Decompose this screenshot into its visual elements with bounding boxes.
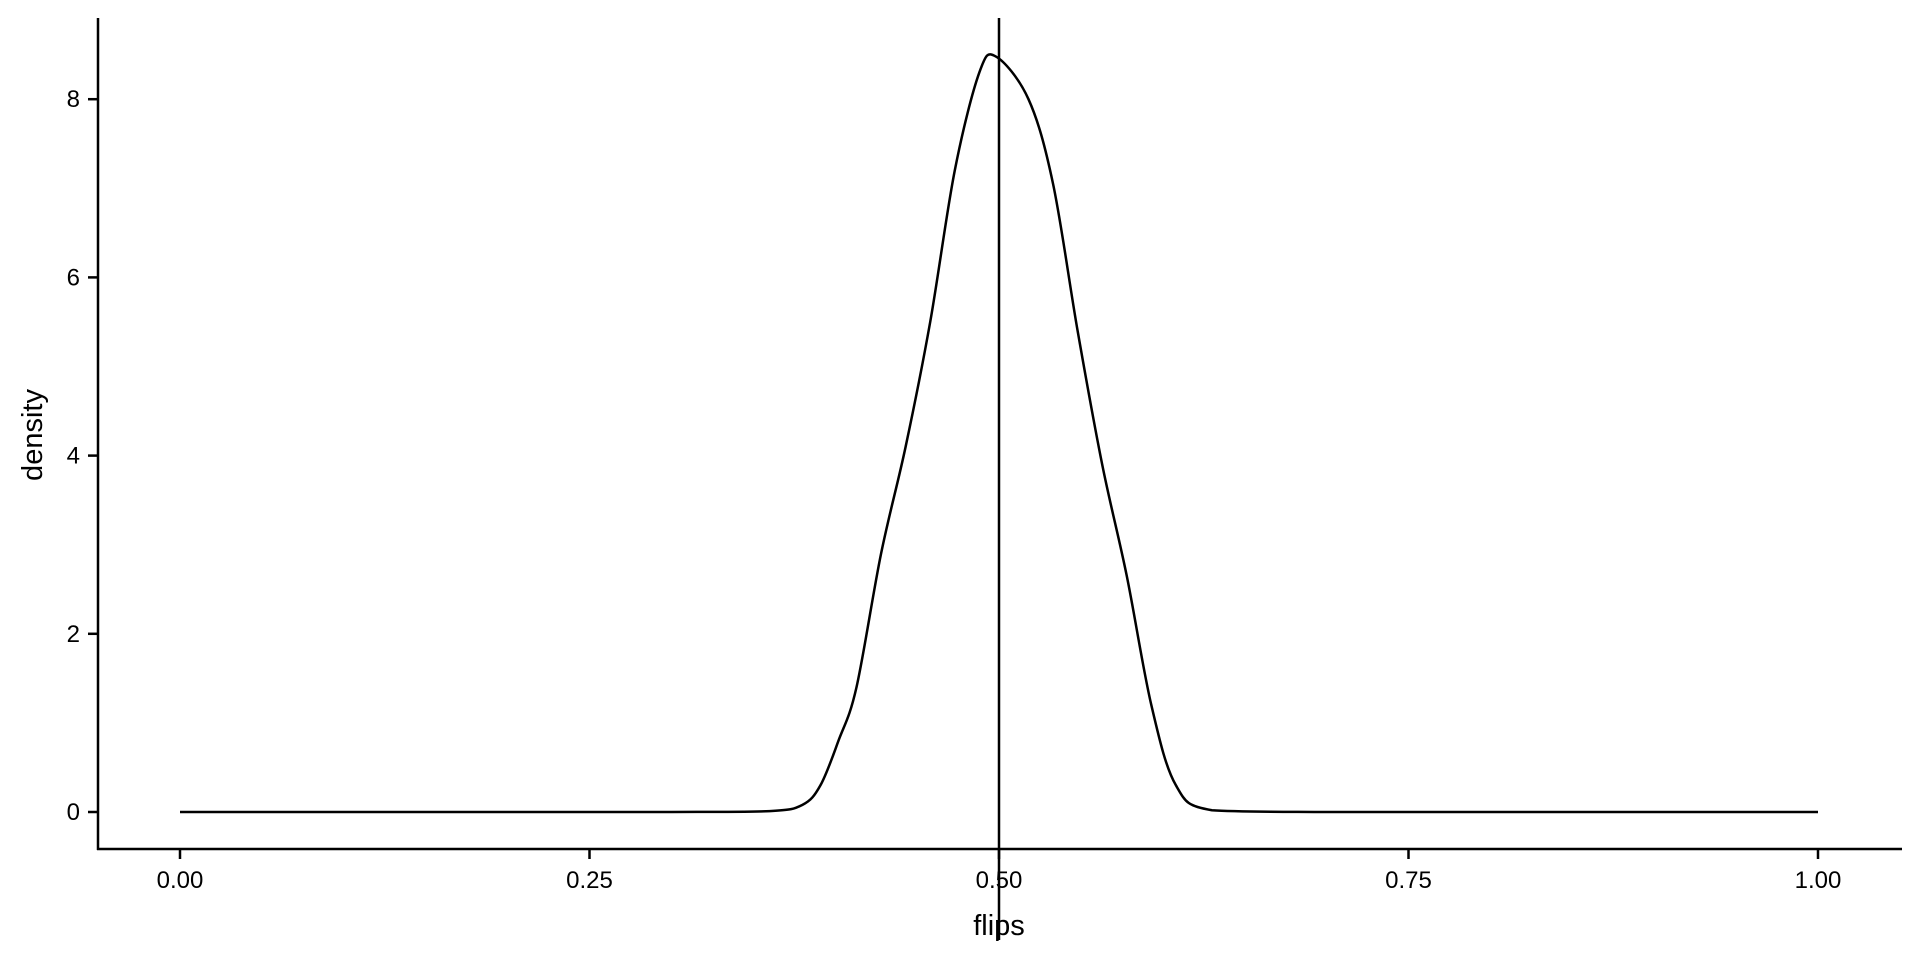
y-axis-ticks: 0 2 4 6 8 [67,86,98,826]
x-tick-label: 0.00 [157,867,204,894]
y-axis-title: density [17,389,49,481]
x-tick-label: 0.25 [566,867,613,894]
y-tick-label: 0 [67,799,80,826]
y-tick-label: 6 [67,264,80,291]
x-tick-label: 1.00 [1795,867,1842,894]
y-tick-label: 8 [67,86,80,113]
density-curve [180,53,1818,814]
x-tick-label: 0.75 [1385,867,1432,894]
y-tick-label: 4 [67,443,80,470]
x-axis-ticks: 0.00 0.25 0.50 0.75 1.00 [157,849,1842,894]
x-axis-title: flips [973,910,1025,942]
y-tick-label: 2 [67,621,80,648]
